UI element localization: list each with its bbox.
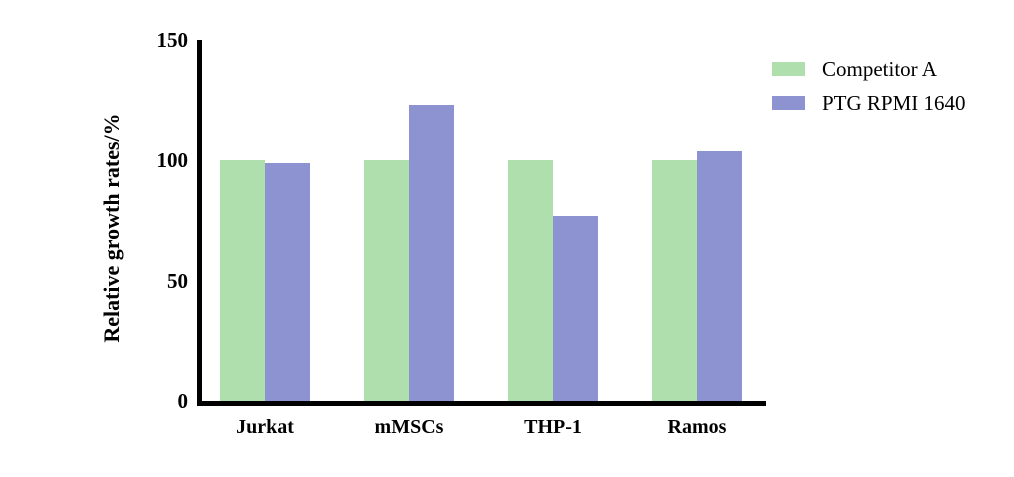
legend-label-competitor-a: Competitor A [822, 56, 937, 81]
y-tick-label-0: 0 [177, 389, 189, 413]
legend-swatch-competitor-a [772, 62, 805, 76]
bar-jurkat-competitor-a [220, 160, 265, 401]
bar-mmscs-competitor-a [364, 160, 409, 401]
bar-thp-1-competitor-a [508, 160, 553, 401]
y-tick-label-50: 50 [167, 268, 188, 293]
bars-area [200, 40, 766, 401]
y-tick-label-100: 100 [156, 148, 189, 173]
legend-label-ptg-rpmi-1640: PTG RPMI 1640 [822, 90, 966, 115]
x-axis-line [197, 401, 766, 406]
legend-item-competitor-a: Competitor A [772, 56, 966, 81]
x-category-label-ramos: Ramos [667, 416, 727, 438]
x-category-label-thp-1: THP-1 [524, 416, 582, 438]
y-axis-title: Relative growth rates/% [99, 113, 124, 343]
x-category-label-jurkat: Jurkat [236, 416, 294, 438]
legend: Competitor A PTG RPMI 1640 [772, 56, 966, 126]
y-tick-label-150: 150 [156, 28, 189, 52]
bar-mmscs-ptg-rpmi-1640 [409, 105, 454, 401]
y-axis-line [197, 40, 202, 406]
legend-swatch-ptg-rpmi-1640 [772, 96, 805, 110]
bar-thp-1-ptg-rpmi-1640 [553, 216, 598, 401]
bar-ramos-competitor-a [652, 160, 697, 401]
x-category-label-mmscs: mMSCs [374, 416, 444, 438]
bar-ramos-ptg-rpmi-1640 [697, 151, 742, 401]
bar-jurkat-ptg-rpmi-1640 [265, 163, 310, 401]
legend-item-ptg-rpmi-1640: PTG RPMI 1640 [772, 90, 966, 115]
